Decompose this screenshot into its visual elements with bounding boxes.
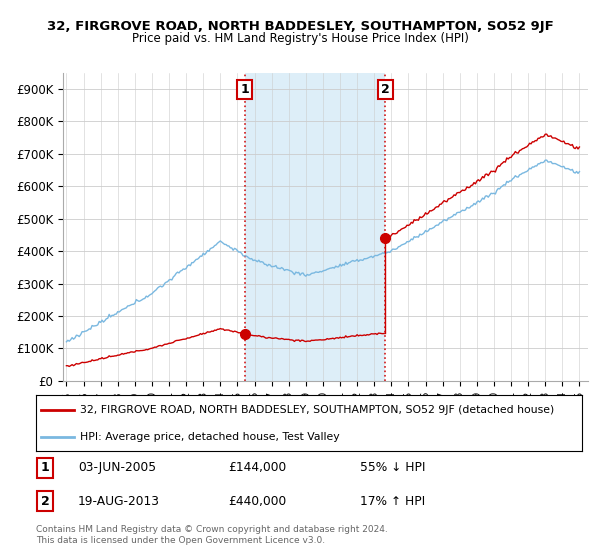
Text: 32, FIRGROVE ROAD, NORTH BADDESLEY, SOUTHAMPTON, SO52 9JF (detached house): 32, FIRGROVE ROAD, NORTH BADDESLEY, SOUT… [80,405,554,416]
Text: 2: 2 [380,83,389,96]
Text: 19-AUG-2013: 19-AUG-2013 [78,494,160,508]
Text: 55% ↓ HPI: 55% ↓ HPI [360,461,425,474]
Text: £440,000: £440,000 [228,494,286,508]
Text: 03-JUN-2005: 03-JUN-2005 [78,461,156,474]
Text: HPI: Average price, detached house, Test Valley: HPI: Average price, detached house, Test… [80,432,340,442]
Text: £144,000: £144,000 [228,461,286,474]
Text: 2: 2 [41,494,49,508]
Bar [245,73,385,381]
Text: Contains HM Land Registry data © Crown copyright and database right 2024.
This d: Contains HM Land Registry data © Crown c… [36,525,388,545]
Text: 17% ↑ HPI: 17% ↑ HPI [360,494,425,508]
Text: 1: 1 [41,461,49,474]
Text: 1: 1 [240,83,249,96]
Text: 32, FIRGROVE ROAD, NORTH BADDESLEY, SOUTHAMPTON, SO52 9JF: 32, FIRGROVE ROAD, NORTH BADDESLEY, SOUT… [47,20,553,32]
Text: Price paid vs. HM Land Registry's House Price Index (HPI): Price paid vs. HM Land Registry's House … [131,32,469,45]
